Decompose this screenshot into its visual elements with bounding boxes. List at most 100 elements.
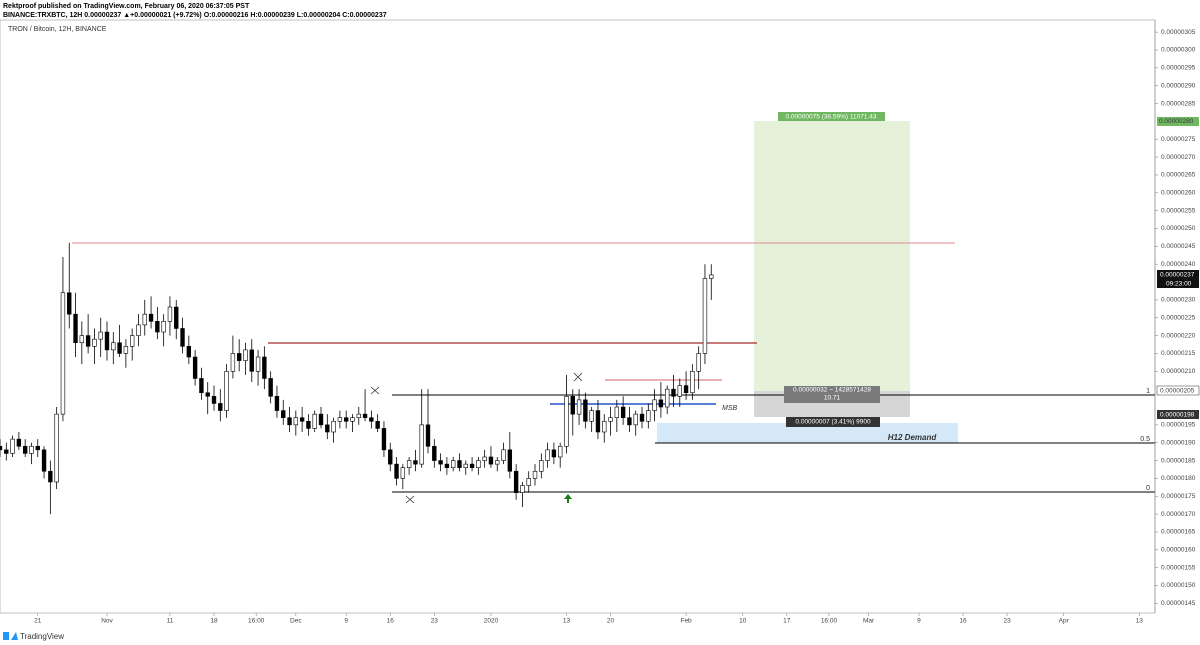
price-label: 0.00000205 — [1160, 388, 1195, 395]
x-tick-label: 23 — [431, 618, 439, 625]
candle-body — [539, 460, 544, 472]
msb-label: MSB — [722, 405, 738, 412]
x-tick-label: 20 — [607, 618, 615, 625]
y-tick-label: 0.00000175 — [1161, 493, 1196, 500]
candle-body — [85, 335, 91, 347]
candle-body — [192, 356, 198, 379]
footer: TradingView — [20, 632, 64, 641]
y-tick-label: 0.00000210 — [1161, 368, 1196, 375]
candle-body — [702, 278, 708, 354]
y-tick-label: 0.00000195 — [1161, 422, 1196, 429]
ratio-box — [784, 386, 880, 403]
x-tick-label: Dec — [290, 618, 302, 625]
rr-label: 10.71 — [824, 395, 841, 402]
y-tick-label: 0.00000180 — [1161, 475, 1196, 482]
candle-body — [444, 463, 450, 468]
x-tick-label: Feb — [680, 618, 692, 625]
candle-body — [520, 485, 525, 493]
candle-body — [224, 371, 229, 411]
candle-body — [199, 378, 204, 394]
candle-body — [29, 445, 34, 454]
candle-body — [236, 353, 242, 361]
x-tick-label: 13 — [563, 618, 571, 625]
x-tick-label: Nov — [101, 618, 113, 625]
candle-body — [22, 445, 28, 454]
candle-body — [67, 292, 72, 315]
y-tick-label: 0.00000170 — [1161, 511, 1196, 518]
target-box — [778, 112, 885, 121]
y-tick-label: 0.00000295 — [1161, 65, 1196, 72]
candle-body — [262, 356, 267, 379]
logo — [3, 632, 18, 640]
candle-body — [337, 417, 343, 422]
candle-body — [501, 449, 506, 461]
candle-body — [665, 388, 670, 408]
candle-body — [388, 449, 393, 465]
y-tick-label: 0.00000160 — [1161, 547, 1196, 554]
candle-body — [174, 306, 179, 329]
y-tick-label: 0.00000150 — [1161, 582, 1196, 589]
y-tick-label: 0.00000275 — [1161, 136, 1196, 143]
price-label: 0.00000198 — [1160, 412, 1195, 419]
candle-body — [350, 417, 355, 422]
candle-body — [677, 385, 682, 397]
candle-body — [450, 460, 456, 468]
candle-body — [432, 445, 437, 461]
candle-body — [633, 413, 638, 426]
candle-body — [79, 335, 85, 344]
candle-body — [218, 403, 223, 411]
candle-body — [646, 410, 651, 422]
candle-body — [526, 478, 531, 486]
candle-body — [293, 417, 299, 426]
x-tick-label: 2020 — [484, 618, 499, 625]
ratio-label: 0.00000032 ~ 1428571428 — [793, 387, 871, 394]
y-tick-label: 0.00000240 — [1161, 261, 1196, 268]
price-box — [1157, 410, 1199, 419]
publisher: Rektproof published on TradingView.com, … — [3, 3, 250, 10]
candle-body — [381, 428, 387, 451]
candle-body — [608, 417, 613, 422]
candle-body — [482, 456, 487, 461]
candle-body — [551, 449, 557, 458]
candle-body — [0, 445, 3, 451]
candle-body — [696, 353, 701, 372]
arrow-marker — [564, 494, 572, 503]
candle-body — [406, 460, 412, 468]
fib-label: 1 — [1146, 388, 1150, 395]
candle-body — [60, 292, 66, 415]
candle-body — [98, 331, 103, 340]
candle-body — [513, 470, 519, 493]
y-tick-label: 0.00000305 — [1161, 29, 1196, 36]
candle-body — [211, 395, 217, 404]
candle-body — [48, 470, 53, 483]
candle-body — [476, 460, 481, 468]
candle-body — [400, 467, 406, 479]
candle-body — [545, 449, 550, 461]
target-label: 0.00000075 (36.59%) 11071.43 — [786, 114, 877, 121]
candle-body — [658, 399, 664, 408]
candle-body — [155, 321, 160, 333]
candle-body — [639, 413, 645, 422]
candle-body — [413, 460, 418, 465]
candle-body — [243, 349, 248, 361]
candle-body — [16, 438, 22, 447]
candle-body — [41, 449, 47, 472]
candle-body — [362, 413, 368, 419]
candle-body — [167, 306, 173, 322]
candle-body — [268, 378, 273, 397]
candle-body — [249, 349, 254, 372]
y-tick-label: 0.00000255 — [1161, 207, 1196, 214]
candle-body — [306, 420, 311, 429]
fib-label: 0.5 — [1140, 436, 1150, 443]
candle-body — [230, 353, 236, 372]
candle-body — [419, 424, 424, 465]
candle-body — [10, 438, 15, 454]
candle-body — [425, 424, 431, 447]
candle-body — [627, 417, 632, 426]
stop-label: 0.00000007 (3.41%) 9900 — [795, 419, 871, 426]
x-tick-label: 10 — [739, 618, 747, 625]
candle-body — [469, 463, 475, 468]
